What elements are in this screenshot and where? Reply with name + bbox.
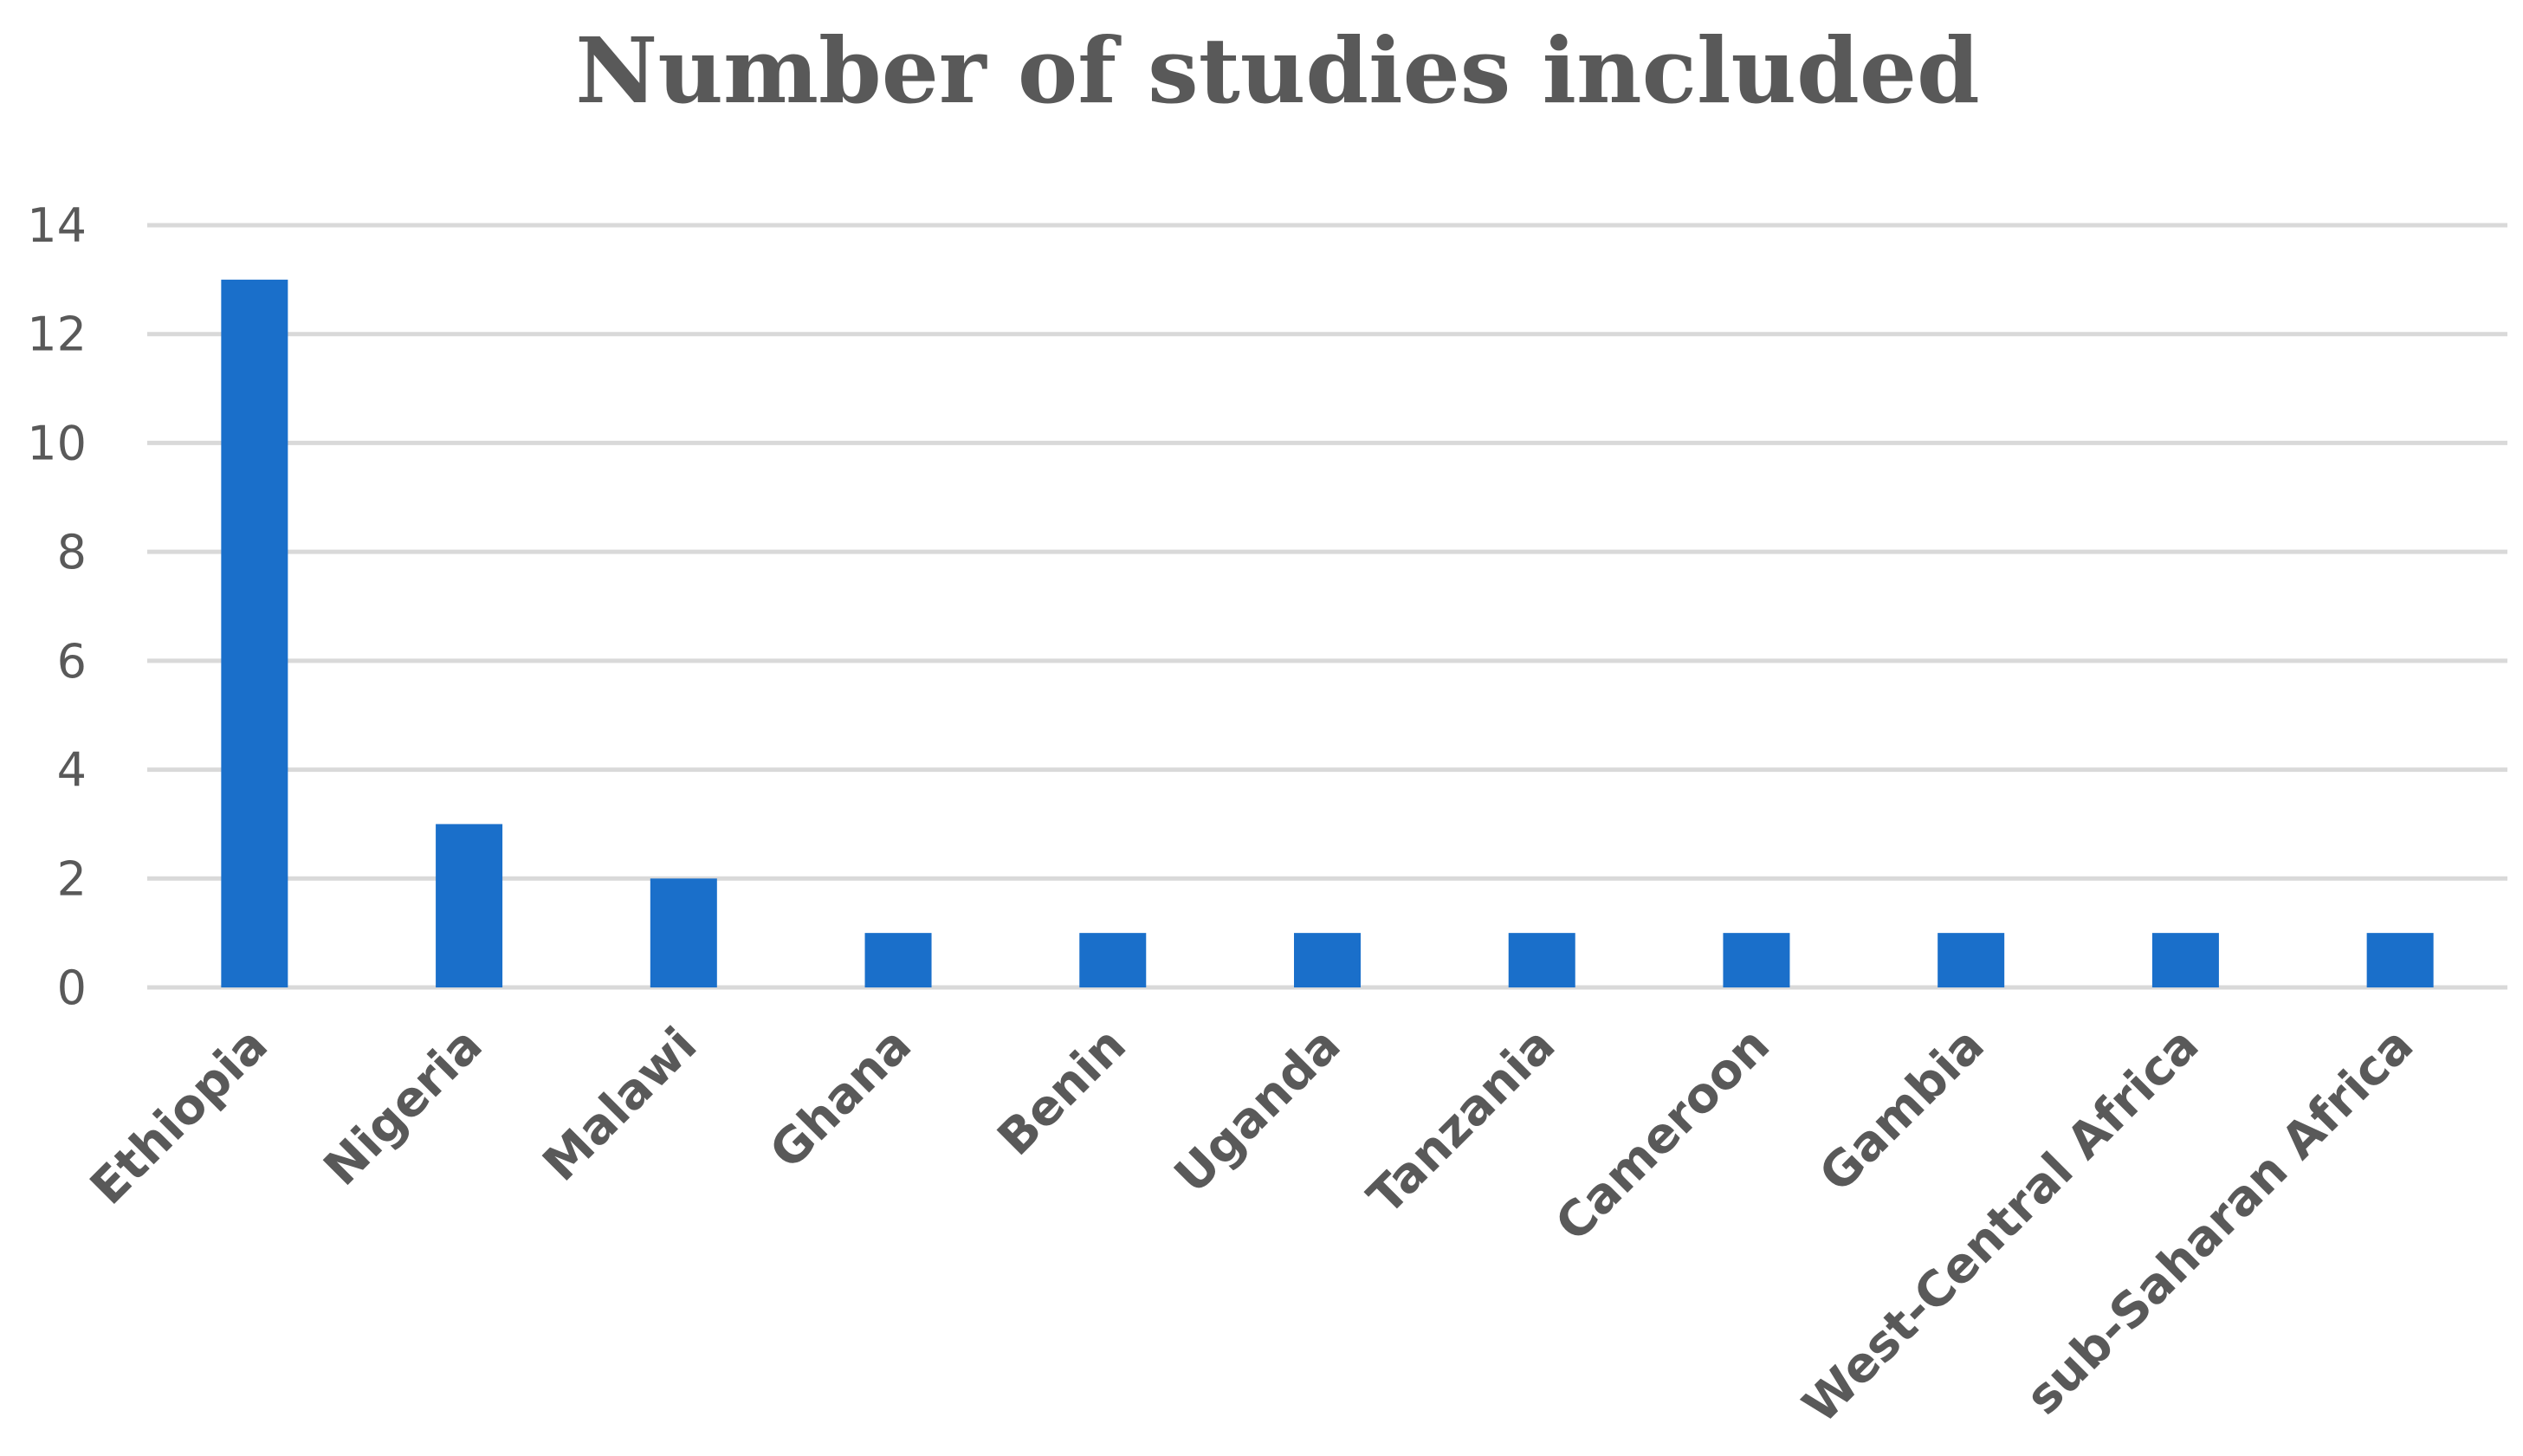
x-axis-tick-labels: Ethiopia Nigeria Malawi Ghana Benin Uganda Tan… [80,1017,2424,1434]
x-tick-label: Benin [987,1017,1137,1167]
bar-ethiopia [221,279,288,987]
bar-tanzania [1508,933,1575,987]
y-tick-label: 6 [57,634,87,689]
bar-gambia [1938,933,2005,987]
bar-nigeria [436,824,503,987]
x-tick-label: Cameroon [1545,1017,1781,1252]
y-tick-label: 2 [57,851,87,906]
chart-title: Number of studies included [575,17,1979,124]
x-tick-label: Malawi [533,1017,708,1193]
bar-ghana [864,933,932,987]
x-tick-label: Tanzania [1357,1017,1566,1226]
y-tick-label: 12 [27,307,87,362]
bar-sub-saharan-africa [2366,933,2434,987]
y-tick-label: 0 [57,961,87,1015]
bar-uganda [1294,933,1361,987]
gridlines [147,223,2507,990]
y-axis-tick-labels: 0 2 4 6 8 10 12 14 [27,198,87,1015]
bar-west-central-africa [2151,933,2219,987]
x-tick-label: Gambia [1808,1017,1995,1203]
x-tick-label: Ethiopia [80,1017,279,1216]
y-tick-label: 4 [57,743,87,798]
bar-benin [1079,933,1147,987]
bars [221,279,2434,987]
bar-malawi [650,878,717,987]
x-tick-label: West-Central Africa [1792,1017,2209,1434]
x-tick-label: Ghana [760,1017,922,1180]
x-tick-label: Uganda [1164,1017,1351,1204]
bar-cameroon [1723,933,1790,987]
y-tick-label: 10 [27,416,87,470]
y-tick-label: 14 [27,198,87,253]
x-tick-label: sub-Saharan Africa [2015,1017,2424,1426]
y-tick-label: 8 [57,525,87,579]
x-tick-label: Nigeria [314,1017,494,1197]
